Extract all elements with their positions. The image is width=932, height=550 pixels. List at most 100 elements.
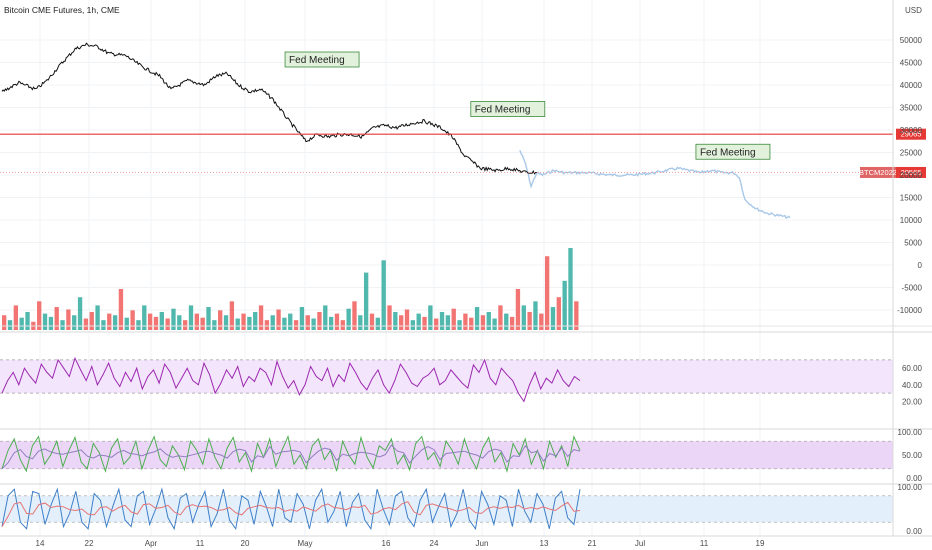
volume-bar	[486, 311, 491, 330]
volume-bar	[299, 307, 305, 330]
x-tick-label: 14	[36, 539, 45, 548]
volume-bar	[451, 308, 456, 330]
volume-bar	[72, 315, 77, 330]
volume-bar	[317, 311, 322, 330]
x-tick-label: May	[297, 539, 312, 548]
volume-bar	[19, 317, 24, 330]
volume-bar	[270, 315, 275, 330]
y-tick-label: 45000	[900, 59, 923, 68]
y-tick-label: -5000	[902, 284, 923, 293]
volume-bar	[101, 320, 106, 330]
volume-bar	[200, 317, 205, 330]
x-tick-label: 24	[430, 539, 439, 548]
volume-bar	[323, 305, 328, 330]
volume-bar	[142, 305, 147, 330]
stochastic-rsi-tick-label: 0.00	[906, 527, 922, 536]
volume-bar	[539, 313, 544, 330]
currency-label[interactable]: USD	[905, 6, 922, 15]
x-tick-label: Jul	[635, 539, 645, 548]
volume-bar	[381, 260, 386, 330]
volume-bar	[48, 316, 54, 330]
x-tick-label: Jun	[476, 539, 489, 548]
volume-bar	[107, 313, 112, 330]
volume-bar	[229, 301, 235, 330]
volume-bar	[7, 320, 13, 330]
stochastic-tick-label: 100.00	[898, 428, 923, 437]
fed-meeting-note	[470, 101, 546, 117]
volume-bar	[544, 256, 550, 330]
volume-bar	[574, 301, 579, 330]
y-tick-label: 15000	[900, 194, 923, 203]
rsi-line	[1, 356, 581, 403]
volume-bar	[492, 318, 497, 330]
volume-bar	[83, 318, 89, 330]
volume-bar	[410, 320, 416, 330]
volume-bar	[258, 305, 264, 330]
x-tick-label: 21	[588, 539, 597, 548]
price-tag-29065-label: 29065	[901, 130, 922, 139]
volume-bar	[147, 313, 153, 330]
volume-bar	[399, 315, 404, 330]
price-tag-20565-label: 20565	[901, 168, 922, 177]
price-overlays: 29065 BTCM2022 20565 Fed Meeting Fed Meeting…	[0, 51, 926, 178]
volume-bar	[375, 317, 380, 330]
x-tick-label: 13	[540, 539, 549, 548]
volume-bar	[346, 308, 351, 330]
volume-bar	[42, 313, 48, 330]
volume-bar	[369, 313, 375, 330]
y-tick-label: 30000	[900, 126, 923, 135]
volume-bar	[515, 289, 521, 330]
volume-bar	[54, 307, 59, 330]
volume-bar	[363, 272, 369, 330]
volume-bar	[404, 309, 410, 330]
volume-bar	[188, 305, 194, 330]
price-tag-29065	[896, 128, 926, 140]
volume-bar	[124, 317, 129, 330]
y-tick-label: 50000	[900, 36, 923, 45]
volume-bar	[328, 316, 334, 330]
stochastic-rsi-line	[1, 487, 581, 531]
x-tick-label: 20	[241, 539, 250, 548]
fed-meeting-note	[284, 51, 360, 68]
symbol-tag	[860, 166, 896, 178]
volume-bar	[416, 313, 421, 330]
fed-meeting-note-label: Fed Meeting	[475, 105, 531, 116]
rsi-tick-label: 20.00	[902, 397, 923, 406]
rsi-band	[0, 359, 893, 394]
volume-bar	[457, 320, 462, 330]
volume-bar	[521, 305, 526, 330]
rsi-tick-label: 60.00	[902, 364, 923, 373]
volume-bar	[218, 310, 223, 330]
y-tick-label: 10000	[900, 216, 923, 225]
volume-bar	[235, 318, 240, 330]
volume-bar	[130, 310, 135, 330]
volume-bar	[264, 320, 270, 330]
volume-bar	[182, 320, 188, 330]
volume-bar	[95, 305, 100, 330]
volume-bar	[293, 320, 299, 330]
fed-meeting-note-label: Fed Meeting	[700, 147, 756, 158]
volume-bar	[89, 311, 94, 330]
rsi-tick-label: 40.00	[902, 381, 923, 390]
x-tick-label: 22	[85, 539, 94, 548]
volume-bar	[25, 311, 30, 330]
y-tick-label: 5000	[904, 239, 922, 248]
volume-bar	[118, 289, 124, 330]
volume-bar	[480, 315, 486, 330]
volume-bar	[136, 320, 141, 330]
y-tick-label: 35000	[900, 104, 923, 113]
volume-bar	[60, 320, 65, 330]
volume-bar	[177, 315, 182, 330]
volume-bar	[153, 316, 159, 330]
oscillator-panes	[0, 325, 932, 531]
volume-bar	[13, 305, 19, 330]
volume-bar	[212, 320, 217, 330]
stochastic-band	[0, 441, 893, 469]
volume-bar	[533, 301, 538, 330]
volume-bar	[504, 313, 509, 330]
y-tick-label: 40000	[900, 81, 923, 90]
volume-bar	[305, 315, 310, 330]
volume-bar	[439, 311, 445, 330]
volume-bar	[288, 313, 293, 330]
x-tick-label: Apr	[145, 539, 158, 548]
